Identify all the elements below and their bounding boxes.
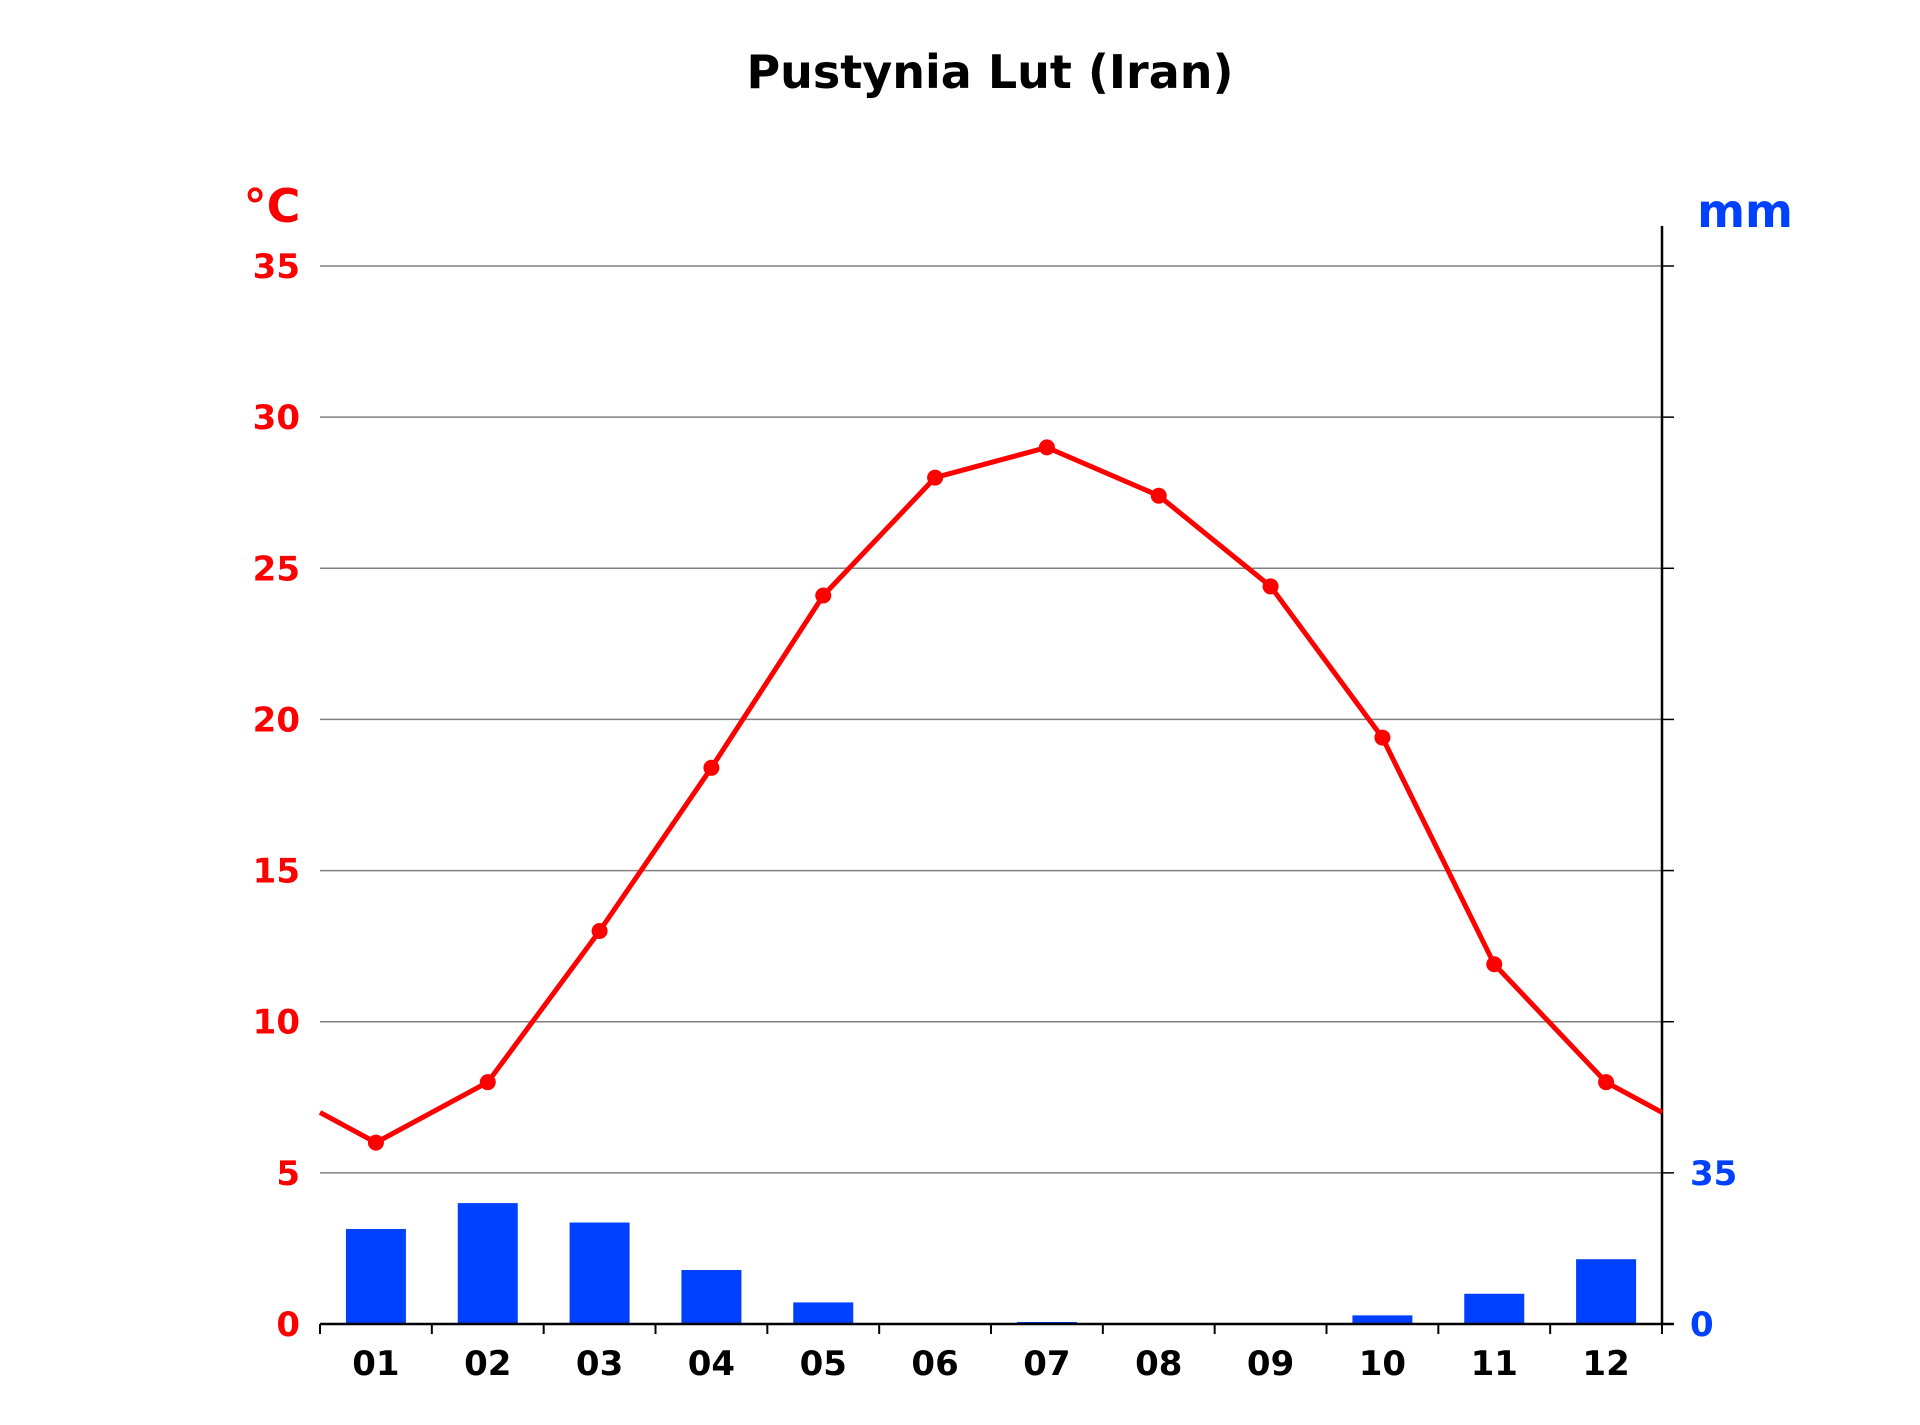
month-label: 01 (352, 1344, 399, 1384)
temperature-unit-label: °C (244, 179, 301, 233)
temperature-point (1150, 487, 1167, 504)
month-label: 12 (1582, 1344, 1629, 1384)
month-label: 10 (1359, 1344, 1406, 1384)
month-label: 09 (1247, 1344, 1294, 1384)
month-label: 05 (800, 1344, 847, 1384)
month-label: 02 (464, 1344, 511, 1384)
month-label: 07 (1023, 1344, 1070, 1384)
temperature-point (479, 1074, 496, 1091)
temperature-tick-label: 35 (253, 247, 300, 287)
precipitation-bar (681, 1270, 742, 1324)
chart-title: Pustynia Lut (Iran) (746, 45, 1233, 99)
temperature-tick-label: 20 (253, 700, 300, 740)
temperature-line-path (318, 444, 1664, 1146)
precipitation-bar (1464, 1293, 1525, 1324)
precipitation-tick-label: 0 (1690, 1305, 1714, 1345)
temperature-point (1262, 578, 1279, 595)
axes (319, 226, 1674, 1334)
temperature-point (1486, 956, 1503, 973)
temperature-tick-label: 30 (253, 398, 300, 438)
precipitation-bars (345, 1203, 1637, 1324)
grid-lines (320, 265, 1662, 1174)
temperature-tick-label: 15 (253, 852, 300, 892)
temperature-tick-label: 10 (253, 1003, 300, 1043)
precipitation-unit-label: mm (1697, 184, 1793, 238)
temperature-point (927, 469, 944, 486)
precipitation-bar (793, 1302, 854, 1324)
precipitation-bar (345, 1228, 406, 1324)
temperature-point (1374, 729, 1391, 746)
temperature-point (367, 1134, 384, 1151)
precipitation-bar (1352, 1315, 1413, 1324)
month-label: 11 (1471, 1344, 1518, 1384)
temperature-point (703, 759, 720, 776)
temperature-tick-label: 25 (253, 549, 300, 589)
precipitation-bar (1576, 1259, 1637, 1324)
temperature-tick-label: 5 (276, 1154, 300, 1194)
month-label: 03 (576, 1344, 623, 1384)
temperature-line (318, 439, 1664, 1151)
temperature-point (1598, 1074, 1615, 1091)
temperature-point (815, 587, 832, 604)
temperature-tick-label: 0 (276, 1305, 300, 1345)
temperature-point (591, 923, 608, 940)
month-label: 04 (688, 1344, 735, 1384)
precipitation-tick-label: 35 (1690, 1154, 1737, 1194)
month-label: 08 (1135, 1344, 1182, 1384)
precipitation-bar (569, 1222, 630, 1324)
temperature-point (1038, 439, 1055, 456)
precipitation-bar (457, 1203, 518, 1324)
month-label: 06 (911, 1344, 958, 1384)
